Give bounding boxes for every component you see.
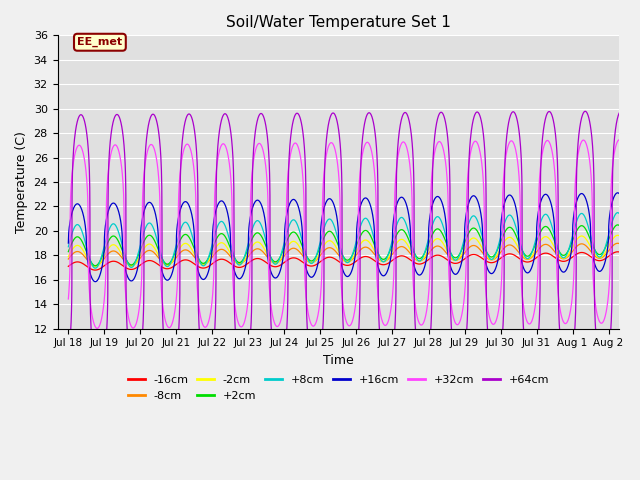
+2cm: [92, 263, 99, 269]
+8cm: [623, 231, 630, 237]
+8cm: [65, 244, 72, 250]
+8cm: [612, 211, 620, 216]
+16cm: [303, 268, 310, 274]
+32cm: [279, 309, 287, 315]
+8cm: [303, 254, 310, 260]
+16cm: [65, 240, 72, 246]
+2cm: [552, 241, 559, 247]
+2cm: [612, 223, 620, 228]
-8cm: [92, 263, 99, 269]
-16cm: [161, 265, 169, 271]
+8cm: [279, 246, 287, 252]
+2cm: [279, 249, 287, 254]
+32cm: [129, 324, 136, 330]
Text: EE_met: EE_met: [77, 37, 122, 48]
-8cm: [129, 263, 136, 268]
-8cm: [303, 258, 310, 264]
+32cm: [552, 184, 559, 190]
+32cm: [303, 301, 310, 307]
-16cm: [552, 255, 559, 261]
Line: -2cm: -2cm: [68, 235, 627, 267]
-2cm: [303, 257, 310, 263]
-16cm: [279, 261, 287, 266]
+64cm: [623, 124, 630, 130]
-2cm: [612, 233, 620, 239]
+64cm: [303, 316, 310, 322]
+64cm: [65, 353, 72, 359]
X-axis label: Time: Time: [323, 354, 354, 367]
+16cm: [129, 278, 136, 284]
-8cm: [161, 262, 169, 267]
+32cm: [616, 137, 623, 143]
+16cm: [623, 229, 630, 235]
+16cm: [161, 276, 169, 282]
+64cm: [161, 350, 169, 356]
+16cm: [92, 279, 99, 285]
Line: -16cm: -16cm: [68, 252, 627, 270]
+2cm: [614, 222, 621, 228]
Y-axis label: Temperature (C): Temperature (C): [15, 131, 28, 233]
+64cm: [618, 108, 625, 114]
+2cm: [303, 253, 310, 259]
+16cm: [552, 248, 559, 253]
-16cm: [623, 253, 630, 259]
-16cm: [614, 249, 621, 255]
-2cm: [129, 264, 136, 269]
-16cm: [612, 249, 620, 255]
+2cm: [129, 262, 136, 268]
+32cm: [161, 318, 169, 324]
+2cm: [161, 260, 169, 266]
+32cm: [93, 325, 101, 331]
+64cm: [279, 360, 287, 366]
-16cm: [129, 266, 136, 272]
Legend: -16cm, -8cm, -2cm, +2cm, +8cm, +16cm, +32cm, +64cm: -16cm, -8cm, -2cm, +2cm, +8cm, +16cm, +3…: [124, 371, 554, 405]
+8cm: [161, 263, 169, 268]
-2cm: [65, 253, 72, 259]
+8cm: [614, 210, 621, 216]
+16cm: [612, 191, 620, 197]
-8cm: [279, 255, 287, 261]
-2cm: [552, 247, 559, 252]
-16cm: [303, 262, 310, 268]
-2cm: [623, 243, 630, 249]
+8cm: [92, 265, 99, 271]
+16cm: [614, 190, 621, 196]
-8cm: [65, 256, 72, 262]
-2cm: [92, 264, 99, 270]
Line: +32cm: +32cm: [68, 140, 627, 328]
-8cm: [614, 240, 621, 246]
+2cm: [623, 237, 630, 242]
+32cm: [612, 143, 620, 149]
-16cm: [65, 264, 72, 269]
+32cm: [623, 167, 630, 172]
+16cm: [279, 258, 287, 264]
+32cm: [65, 296, 72, 302]
+64cm: [129, 364, 136, 370]
Line: +2cm: +2cm: [68, 225, 627, 266]
+8cm: [129, 264, 136, 270]
Line: +16cm: +16cm: [68, 193, 627, 282]
-2cm: [614, 232, 621, 238]
+64cm: [612, 124, 620, 130]
Title: Soil/Water Temperature Set 1: Soil/Water Temperature Set 1: [226, 15, 451, 30]
-16cm: [92, 267, 99, 273]
Line: -8cm: -8cm: [68, 243, 627, 266]
+8cm: [552, 238, 559, 243]
-2cm: [279, 253, 287, 259]
-8cm: [612, 241, 620, 247]
Line: +8cm: +8cm: [68, 213, 627, 268]
-8cm: [552, 250, 559, 256]
+64cm: [552, 133, 559, 139]
+64cm: [95, 368, 102, 374]
-2cm: [161, 262, 169, 268]
-8cm: [623, 248, 630, 253]
+2cm: [65, 249, 72, 254]
Line: +64cm: +64cm: [68, 111, 627, 371]
